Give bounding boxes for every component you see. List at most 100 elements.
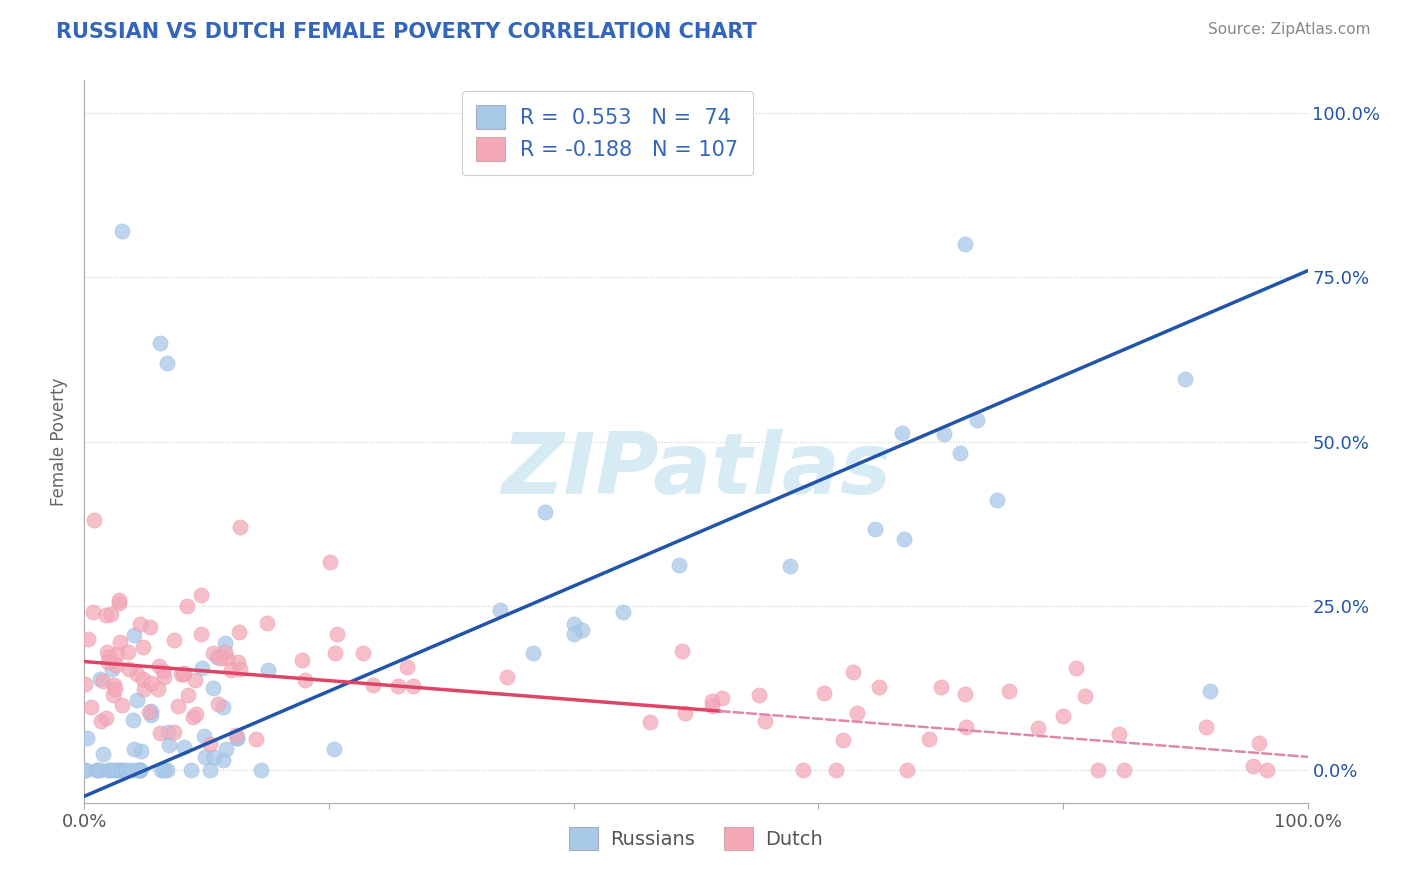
Point bbox=[111, 698, 134, 712]
Point bbox=[139, 707, 162, 722]
Point bbox=[124, 742, 146, 756]
Point bbox=[103, 677, 125, 691]
Point bbox=[149, 336, 172, 351]
Point bbox=[668, 558, 690, 573]
Point bbox=[226, 655, 249, 669]
Point bbox=[94, 711, 117, 725]
Point bbox=[671, 644, 693, 658]
Point bbox=[361, 678, 384, 692]
Point bbox=[129, 744, 152, 758]
Point bbox=[748, 688, 770, 702]
Point bbox=[953, 687, 976, 701]
Point bbox=[122, 627, 145, 641]
Point bbox=[75, 763, 97, 777]
Point bbox=[108, 634, 131, 648]
Point bbox=[257, 663, 280, 677]
Point bbox=[148, 682, 170, 697]
Point bbox=[1114, 763, 1136, 777]
Point bbox=[84, 763, 107, 777]
Point bbox=[496, 670, 519, 684]
Point bbox=[176, 599, 198, 613]
Point bbox=[1195, 720, 1218, 734]
Point bbox=[831, 732, 853, 747]
Text: RUSSIAN VS DUTCH FEMALE POVERTY CORRELATION CHART: RUSSIAN VS DUTCH FEMALE POVERTY CORRELAT… bbox=[56, 22, 756, 42]
Point bbox=[170, 666, 193, 681]
Point bbox=[97, 763, 120, 777]
Point bbox=[184, 673, 207, 687]
Point bbox=[193, 729, 215, 743]
Point bbox=[702, 699, 724, 714]
Point bbox=[966, 413, 988, 427]
Y-axis label: Female Poverty: Female Poverty bbox=[51, 377, 69, 506]
Point bbox=[387, 679, 409, 693]
Point bbox=[932, 427, 955, 442]
Point bbox=[190, 588, 212, 602]
Point bbox=[201, 646, 224, 660]
Point bbox=[153, 670, 176, 684]
Point bbox=[198, 737, 221, 751]
Point bbox=[152, 664, 174, 678]
Point bbox=[129, 617, 152, 632]
Point bbox=[1256, 763, 1278, 777]
Point bbox=[986, 493, 1008, 508]
Point bbox=[101, 763, 124, 777]
Point bbox=[122, 713, 145, 727]
Point bbox=[1198, 684, 1220, 698]
Point bbox=[181, 710, 204, 724]
Point bbox=[323, 742, 346, 756]
Point bbox=[162, 633, 184, 648]
Point bbox=[132, 681, 155, 696]
Point bbox=[845, 706, 868, 721]
Text: Source: ZipAtlas.com: Source: ZipAtlas.com bbox=[1208, 22, 1371, 37]
Point bbox=[89, 673, 111, 687]
Point bbox=[139, 704, 162, 718]
Point bbox=[998, 684, 1021, 698]
Point bbox=[128, 763, 150, 777]
Point bbox=[1174, 372, 1197, 386]
Point bbox=[225, 728, 247, 742]
Point bbox=[1028, 721, 1050, 735]
Point bbox=[211, 700, 233, 714]
Point bbox=[214, 645, 236, 659]
Point bbox=[100, 607, 122, 621]
Point bbox=[194, 750, 217, 764]
Point bbox=[754, 714, 776, 729]
Point bbox=[825, 763, 848, 777]
Point bbox=[118, 662, 141, 676]
Point bbox=[489, 603, 512, 617]
Point bbox=[89, 763, 111, 777]
Point bbox=[949, 446, 972, 460]
Point bbox=[96, 645, 118, 659]
Point bbox=[129, 763, 152, 777]
Point bbox=[108, 596, 131, 610]
Point bbox=[107, 763, 129, 777]
Point bbox=[1087, 763, 1109, 777]
Point bbox=[319, 555, 342, 569]
Point bbox=[149, 763, 172, 777]
Point bbox=[891, 426, 914, 441]
Point bbox=[207, 698, 229, 712]
Point bbox=[249, 763, 271, 777]
Point bbox=[190, 626, 212, 640]
Point bbox=[226, 731, 249, 746]
Point bbox=[893, 532, 915, 546]
Point bbox=[245, 731, 267, 746]
Point bbox=[173, 667, 195, 681]
Point bbox=[125, 693, 148, 707]
Point bbox=[294, 673, 316, 688]
Point bbox=[256, 615, 278, 630]
Point bbox=[82, 605, 104, 619]
Point bbox=[156, 356, 179, 370]
Point bbox=[111, 224, 134, 238]
Point bbox=[955, 720, 977, 734]
Point bbox=[157, 725, 180, 739]
Point bbox=[202, 750, 225, 764]
Point bbox=[98, 649, 121, 664]
Point bbox=[139, 676, 162, 690]
Point bbox=[117, 645, 139, 659]
Point bbox=[1074, 689, 1097, 703]
Point bbox=[612, 605, 634, 619]
Point bbox=[215, 651, 238, 665]
Point bbox=[323, 646, 346, 660]
Point bbox=[121, 763, 143, 777]
